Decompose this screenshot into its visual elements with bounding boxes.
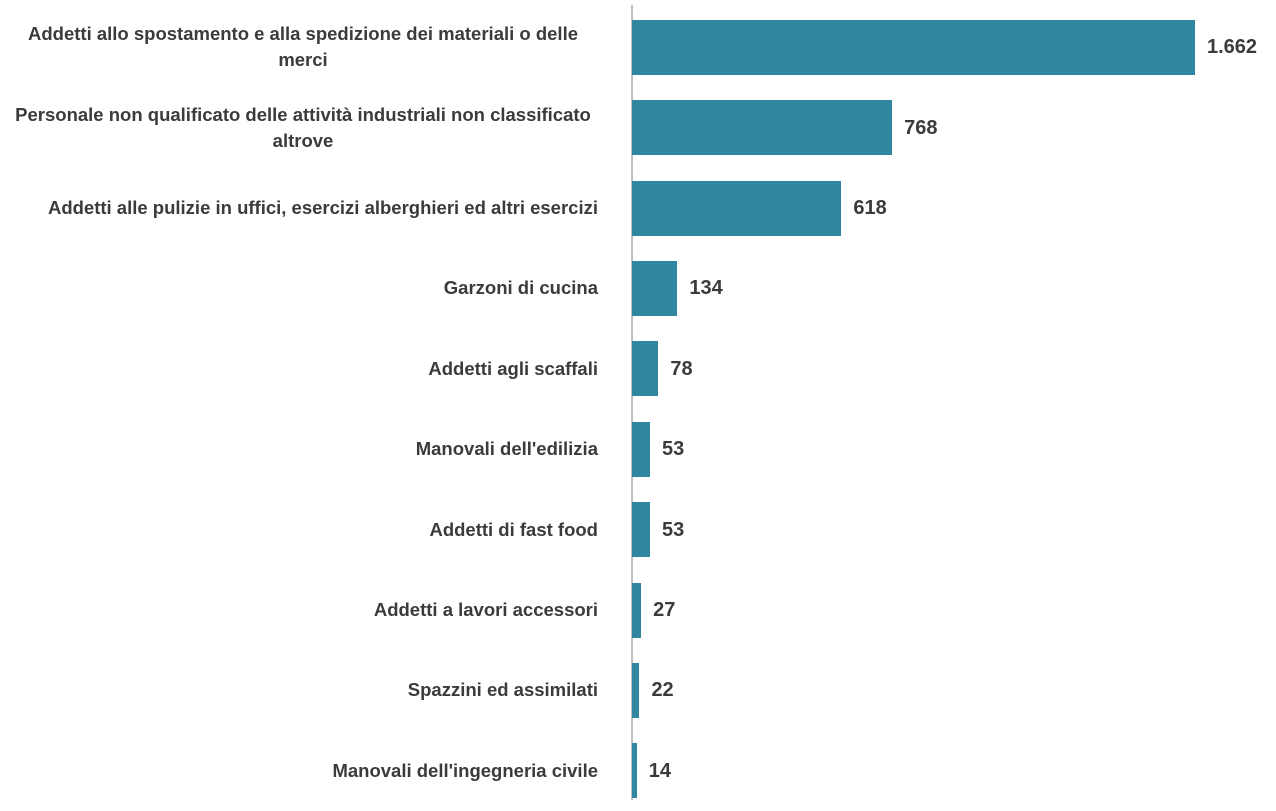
value-label: 768: [904, 116, 938, 139]
category-text: Spazzini ed assimilati: [407, 679, 598, 701]
category-label: Garzoni di cucina: [0, 248, 598, 328]
bar: [632, 502, 650, 558]
bar: [632, 662, 640, 718]
category-label: Addetti a lavori accessori: [0, 570, 598, 650]
bar: [632, 260, 678, 316]
category-text: Addetti allo spostamento e alla spedizio…: [28, 23, 578, 71]
value-label: 1.662: [1207, 36, 1258, 59]
category-text: Manovali dell'ingegneria civile: [332, 759, 598, 781]
value-label: 53: [661, 438, 685, 461]
bar: [632, 100, 893, 156]
bar: [632, 341, 659, 397]
category-text: Addetti agli scaffali: [428, 357, 598, 379]
category-label: Manovali dell'ingegneria civile: [0, 731, 598, 811]
category-label: Addetti alle pulizie in uffici, esercizi…: [0, 168, 598, 248]
bar: [632, 421, 650, 477]
axis-line: [631, 5, 633, 800]
category-label: Addetti allo spostamento e alla spedizio…: [0, 7, 598, 87]
value-label: 78: [670, 357, 693, 380]
category-label: Personale non qualificato delle attività…: [0, 88, 598, 168]
value-label: 22: [651, 679, 674, 702]
value-label: 134: [689, 277, 723, 300]
category-text: Personale non qualificato delle attività…: [15, 103, 591, 151]
value-label: 53: [661, 518, 685, 541]
category-text: Manovali dell'edilizia: [415, 438, 598, 460]
category-text: Addetti alle pulizie in uffici, esercizi…: [47, 197, 598, 218]
bar: [632, 19, 1195, 75]
category-label: Manovali dell'edilizia: [0, 409, 598, 489]
category-text: Garzoni di cucina: [443, 277, 598, 299]
category-text: Addetti di fast food: [429, 518, 598, 540]
bar: [632, 743, 637, 799]
category-label: Addetti agli scaffali: [0, 329, 598, 409]
category-text: Addetti a lavori accessori: [373, 599, 598, 620]
value-label: 27: [653, 599, 676, 621]
value-label: 618: [853, 197, 887, 219]
value-label: 14: [648, 759, 671, 782]
bar: [632, 180, 842, 236]
bar: [632, 582, 642, 638]
category-label: Spazzini ed assimilati: [0, 650, 598, 730]
category-label: Addetti di fast food: [0, 490, 598, 570]
